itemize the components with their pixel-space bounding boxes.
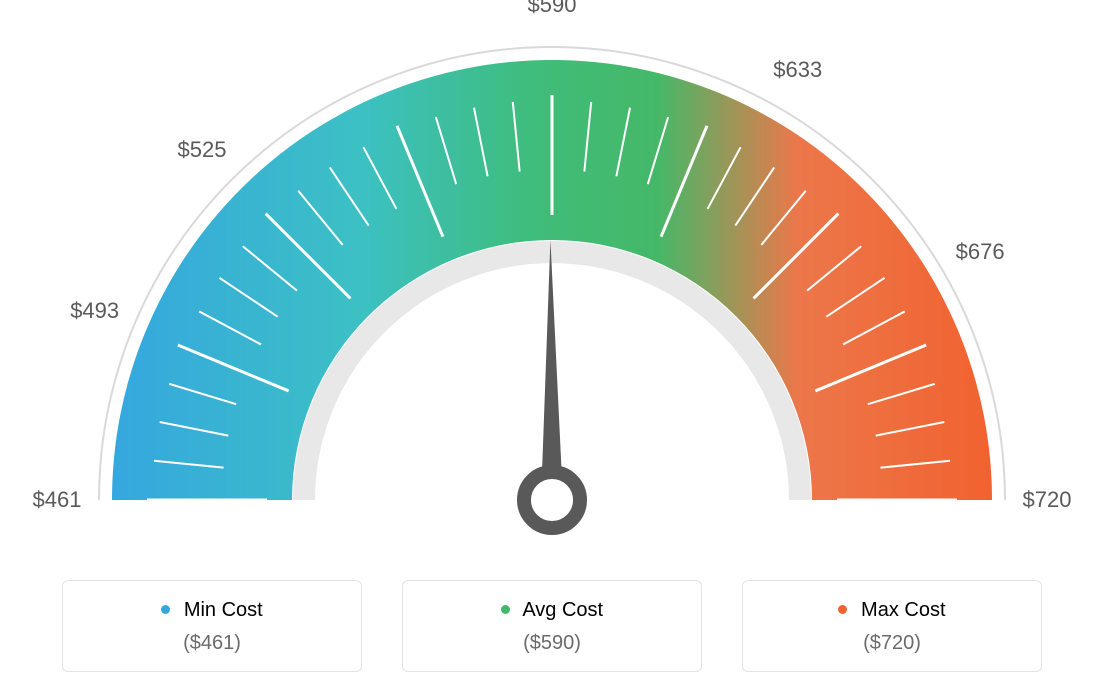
dot-icon	[161, 605, 170, 614]
gauge-tick-label: $461	[33, 487, 82, 513]
dot-icon	[501, 605, 510, 614]
legend-value-avg: ($590)	[413, 632, 691, 655]
gauge-tick-label: $590	[528, 0, 577, 18]
legend-title-max: Max Cost	[753, 599, 1031, 622]
cost-gauge-chart	[0, 0, 1104, 560]
dot-icon	[838, 605, 847, 614]
gauge-tick-label: $720	[1023, 487, 1072, 513]
legend-card-max: Max Cost ($720)	[742, 580, 1042, 672]
gauge-container: $461 $493 $525 $590 $633 $676 $720	[0, 0, 1104, 560]
legend-title-avg: Avg Cost	[413, 599, 691, 622]
legend-title-text: Max Cost	[861, 599, 945, 621]
legend-value-min: ($461)	[73, 632, 351, 655]
legend-title-text: Avg Cost	[522, 599, 603, 621]
legend-card-avg: Avg Cost ($590)	[402, 580, 702, 672]
gauge-tick-label: $525	[177, 137, 226, 163]
legend-row: Min Cost ($461) Avg Cost ($590) Max Cost…	[0, 580, 1104, 672]
legend-title-min: Min Cost	[73, 599, 351, 622]
gauge-tick-label: $493	[70, 298, 119, 324]
gauge-tick-label: $676	[956, 239, 1005, 265]
legend-title-text: Min Cost	[184, 599, 263, 621]
legend-value-max: ($720)	[753, 632, 1031, 655]
gauge-tick-label: $633	[773, 57, 822, 83]
legend-card-min: Min Cost ($461)	[62, 580, 362, 672]
